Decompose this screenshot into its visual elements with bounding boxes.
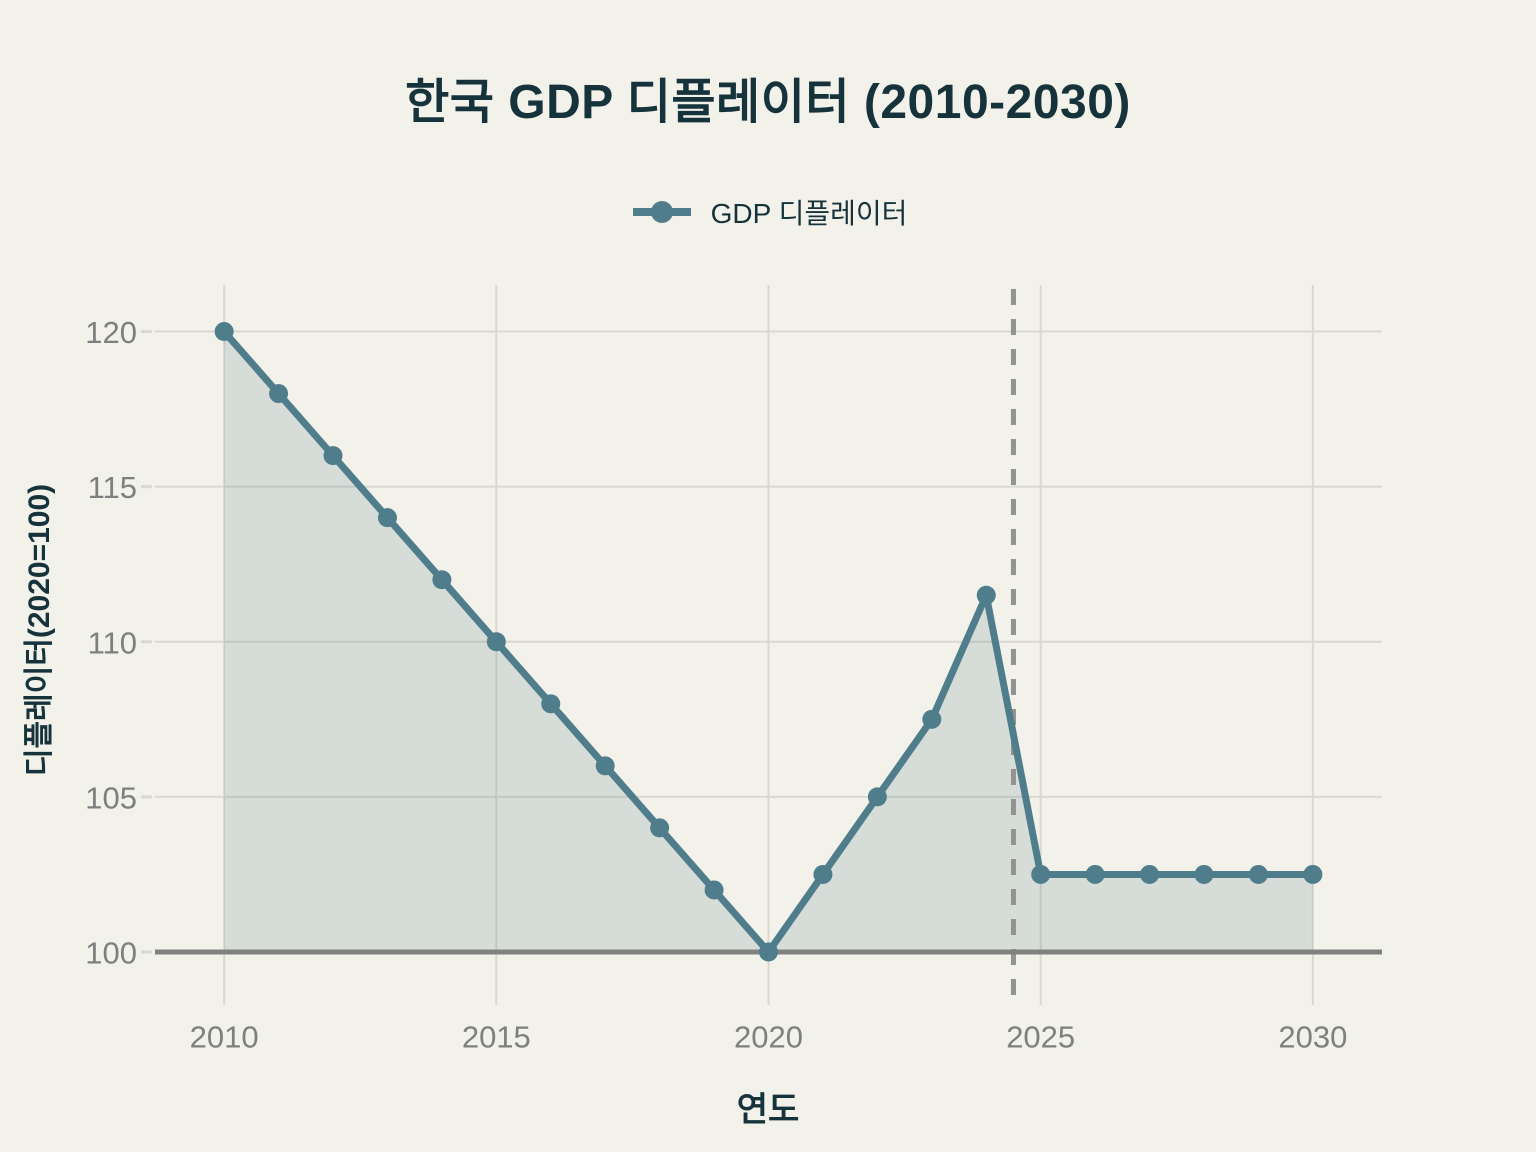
y-tick-label: 100 [85, 936, 137, 971]
x-tick-label: 2015 [462, 1020, 531, 1055]
x-tick-label: 2020 [734, 1020, 803, 1055]
data-point [650, 818, 670, 838]
data-point [1140, 864, 1160, 884]
data-point [1085, 864, 1105, 884]
data-point [269, 384, 289, 404]
data-point [867, 787, 887, 807]
data-point [1194, 864, 1214, 884]
data-point [323, 446, 343, 466]
area-fill [224, 331, 1313, 952]
chart-title: 한국 GDP 디플레이터 (2010-2030) [405, 76, 1131, 129]
data-point [214, 322, 234, 342]
legend-line-marker-icon [632, 201, 691, 223]
data-point [1248, 864, 1268, 884]
y-tick-label: 105 [85, 780, 137, 815]
data-point [541, 694, 561, 714]
data-point [704, 880, 724, 900]
x-axis-title: 연도 [736, 1091, 800, 1129]
x-tick-label: 2025 [1006, 1020, 1075, 1055]
data-point [377, 508, 397, 528]
data-point [759, 942, 778, 962]
data-point [595, 756, 615, 776]
x-tick-label: 2030 [1278, 1020, 1347, 1055]
data-point [1303, 864, 1323, 884]
x-tick-label: 2010 [190, 1020, 259, 1055]
y-tick-label: 115 [88, 470, 137, 505]
data-point [432, 570, 452, 590]
data-point [813, 864, 833, 884]
data-point [1031, 864, 1051, 884]
y-tick-label: 120 [85, 315, 137, 350]
legend: GDP 디플레이터 [0, 192, 1536, 232]
data-point [922, 709, 942, 729]
legend-item-label: GDP 디플레이터 [710, 198, 908, 229]
data-point [976, 585, 996, 605]
data-point [486, 632, 506, 652]
y-tick-label: 110 [88, 625, 137, 660]
